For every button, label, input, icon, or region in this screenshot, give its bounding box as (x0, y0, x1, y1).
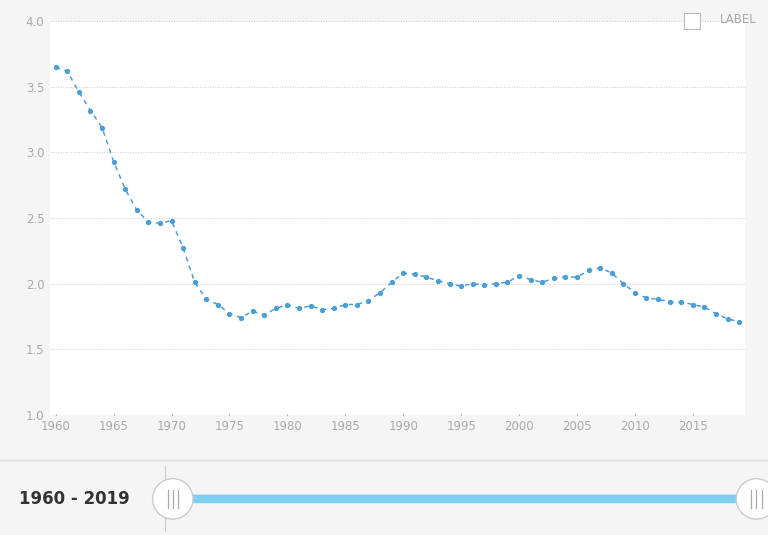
FancyBboxPatch shape (165, 494, 764, 503)
Text: 1960 - 2019: 1960 - 2019 (19, 490, 130, 508)
Ellipse shape (153, 479, 193, 519)
Ellipse shape (737, 479, 768, 519)
Text: LABEL: LABEL (720, 13, 756, 26)
